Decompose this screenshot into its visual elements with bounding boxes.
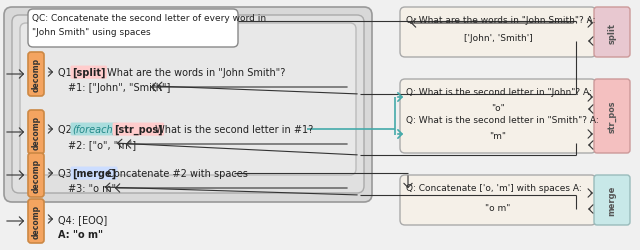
Text: What are the words in "John Smith"?: What are the words in "John Smith"? bbox=[104, 68, 285, 78]
Text: decomp: decomp bbox=[31, 58, 40, 92]
Text: Q2:: Q2: bbox=[58, 124, 78, 134]
Text: Q3:: Q3: bbox=[58, 168, 78, 178]
Text: [str_pos]: [str_pos] bbox=[114, 124, 163, 135]
Text: split: split bbox=[607, 22, 616, 43]
Text: Q: What is the second letter in "John"? A:: Q: What is the second letter in "John"? … bbox=[406, 88, 592, 96]
Text: ['John', 'Smith']: ['John', 'Smith'] bbox=[463, 34, 532, 43]
Text: Q: What are the words in "John Smith"? A:: Q: What are the words in "John Smith"? A… bbox=[406, 16, 595, 25]
Text: decomp: decomp bbox=[31, 116, 40, 150]
Text: (foreach): (foreach) bbox=[72, 124, 116, 134]
Text: Q: Concatenate ['o, 'm'] with spaces A:: Q: Concatenate ['o, 'm'] with spaces A: bbox=[406, 183, 582, 192]
Text: "m": "m" bbox=[490, 132, 506, 140]
Text: [merge]: [merge] bbox=[72, 168, 116, 178]
FancyBboxPatch shape bbox=[28, 154, 44, 197]
FancyBboxPatch shape bbox=[400, 80, 596, 154]
Text: QC: Concatenate the second letter of every word in: QC: Concatenate the second letter of eve… bbox=[32, 14, 266, 23]
FancyBboxPatch shape bbox=[28, 110, 44, 154]
Text: Q: What is the second letter in "Smith"? A:: Q: What is the second letter in "Smith"?… bbox=[406, 116, 599, 124]
FancyBboxPatch shape bbox=[28, 199, 44, 243]
Text: #2: ["o", "m"]: #2: ["o", "m"] bbox=[68, 140, 136, 149]
Text: merge: merge bbox=[607, 185, 616, 215]
FancyBboxPatch shape bbox=[28, 10, 238, 48]
Text: Concatenate #2 with spaces: Concatenate #2 with spaces bbox=[104, 168, 248, 178]
Text: [split]: [split] bbox=[72, 68, 106, 78]
FancyBboxPatch shape bbox=[20, 24, 356, 175]
Text: "o m": "o m" bbox=[485, 203, 511, 212]
FancyBboxPatch shape bbox=[400, 8, 596, 58]
Text: "o": "o" bbox=[491, 104, 505, 112]
FancyBboxPatch shape bbox=[12, 16, 364, 193]
FancyBboxPatch shape bbox=[400, 175, 596, 225]
Text: decomp: decomp bbox=[31, 204, 40, 238]
Text: Q1:: Q1: bbox=[58, 68, 78, 78]
FancyBboxPatch shape bbox=[594, 8, 630, 58]
FancyBboxPatch shape bbox=[594, 175, 630, 225]
Text: #1: ["John", "Smith"]: #1: ["John", "Smith"] bbox=[68, 83, 170, 93]
FancyBboxPatch shape bbox=[4, 8, 372, 202]
Text: "John Smith" using spaces: "John Smith" using spaces bbox=[32, 28, 150, 37]
Text: str_pos: str_pos bbox=[607, 100, 616, 133]
Text: Q4: [EOQ]: Q4: [EOQ] bbox=[58, 214, 108, 224]
Text: What is the second letter in #1?: What is the second letter in #1? bbox=[152, 124, 313, 134]
Text: #3: "o m": #3: "o m" bbox=[68, 183, 116, 193]
FancyBboxPatch shape bbox=[594, 80, 630, 154]
Text: A: "o m": A: "o m" bbox=[58, 229, 103, 239]
FancyBboxPatch shape bbox=[28, 53, 44, 96]
Text: decomp: decomp bbox=[31, 158, 40, 192]
